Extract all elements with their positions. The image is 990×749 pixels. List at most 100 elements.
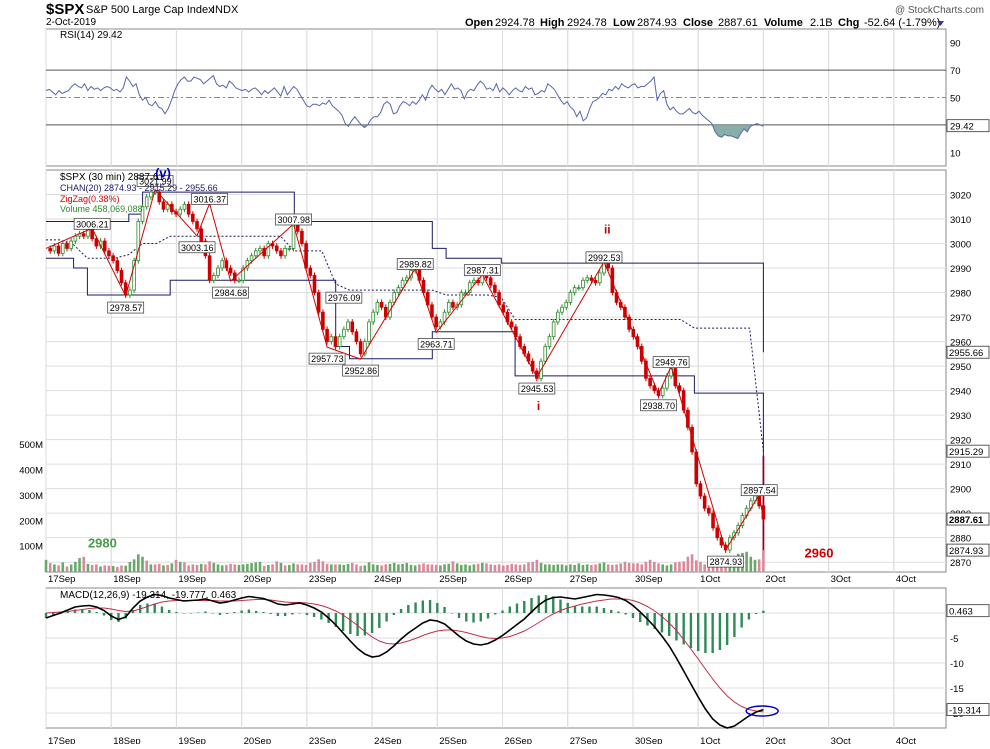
price-candle xyxy=(472,279,476,284)
date-axis-bottom-label: 19Sep xyxy=(178,736,205,744)
wave-annotation: 2960 xyxy=(805,545,834,560)
date-axis-top-label: 20Sep xyxy=(244,574,271,585)
volume-bar xyxy=(602,562,606,572)
price-candle xyxy=(593,279,598,284)
dropdown-arrow-icon[interactable] xyxy=(937,21,944,26)
macd-histogram-bar xyxy=(450,613,453,614)
macd-histogram-bar xyxy=(515,603,519,613)
volume-bar xyxy=(367,562,371,572)
volume-bar xyxy=(543,564,547,572)
volume-bar xyxy=(74,561,77,572)
date-axis-top-label: 19Sep xyxy=(178,574,205,585)
price-candle xyxy=(325,328,329,342)
price-callout-box xyxy=(396,258,434,270)
price-candle xyxy=(677,385,682,392)
volume-bar xyxy=(90,564,94,572)
macd-histogram-bar xyxy=(617,611,620,613)
volume-bar xyxy=(548,564,551,572)
price-callout-box xyxy=(136,175,174,187)
price-candle xyxy=(690,426,694,453)
macd-histogram-bar xyxy=(421,600,425,613)
price-candle xyxy=(568,292,573,303)
price-callout-label: 2976.09 xyxy=(328,293,361,303)
volume-bar xyxy=(552,564,555,572)
price-candle xyxy=(371,311,376,323)
macd-histogram-bar xyxy=(544,595,548,613)
volume-bar xyxy=(195,564,199,572)
macd-histogram-bar xyxy=(581,606,584,613)
macd-histogram-bar xyxy=(704,613,707,653)
channel-legend-values: 2874.93 - 2915.29 - 2955.66 xyxy=(104,183,218,193)
price-candle xyxy=(249,255,254,262)
close-label: Close xyxy=(683,17,713,29)
macd-histogram-bar xyxy=(81,609,84,613)
macd-histogram-bar xyxy=(117,613,120,622)
macd-histogram-bar xyxy=(254,611,258,613)
price-candle xyxy=(375,301,380,313)
volume-bar xyxy=(204,564,207,572)
macd-tick-label: -10 xyxy=(950,659,964,670)
price-callout-box xyxy=(325,291,363,304)
price-candle xyxy=(94,238,99,247)
price-candle xyxy=(547,336,552,347)
volume-bar xyxy=(145,560,148,572)
price-callout-box xyxy=(518,382,556,395)
volume-bar xyxy=(237,564,241,572)
volume-bar xyxy=(619,563,623,572)
open-label: Open xyxy=(465,17,493,29)
macd-histogram-bar xyxy=(443,607,446,613)
volume-bar xyxy=(560,564,564,572)
price-candle xyxy=(220,260,225,269)
volume-bar xyxy=(535,559,539,572)
volume-bar xyxy=(627,562,631,572)
price-candle xyxy=(199,228,204,242)
macd-histogram-bar xyxy=(682,613,685,645)
rsi-tick-label: 90 xyxy=(950,39,961,50)
volume-bar xyxy=(65,566,69,572)
price-candle xyxy=(65,243,69,249)
chg-value: -52.64 (-1.79%) xyxy=(864,17,940,29)
price-candle xyxy=(350,321,355,333)
macd-histogram-bar xyxy=(523,601,526,613)
date-axis-bottom-label: 4Oct xyxy=(896,736,916,744)
volume-bar xyxy=(78,558,81,572)
high-value: 2924.78 xyxy=(567,17,607,29)
volume-bar xyxy=(350,562,354,572)
macd-histogram-bar xyxy=(378,613,381,628)
volume-bar xyxy=(581,564,585,572)
rsi-last-box xyxy=(946,119,990,133)
volume-bar xyxy=(527,562,530,572)
macd-histogram-bar xyxy=(588,606,591,613)
wave-annotation: (v) xyxy=(155,165,171,180)
price-candle xyxy=(560,306,564,313)
macd-histogram-bar xyxy=(486,613,490,619)
rsi-last-label: 29.42 xyxy=(950,122,974,133)
volume-bar xyxy=(174,559,178,572)
volume-bar xyxy=(640,564,644,572)
volume-bar xyxy=(673,562,677,572)
price-callout-box xyxy=(308,352,346,365)
volume-bar xyxy=(464,564,467,572)
price-candle xyxy=(509,321,514,328)
macd-histogram-bar xyxy=(494,613,497,615)
volume-bar xyxy=(170,563,174,572)
macd-histogram-bar xyxy=(428,600,432,613)
volume-bar xyxy=(430,564,434,572)
wave-annotation: ii xyxy=(604,223,611,237)
date-axis-top-label: 26Sep xyxy=(505,574,532,585)
volume-bar xyxy=(636,563,639,572)
price-callout-box xyxy=(73,217,111,230)
wave-annotation: 2980 xyxy=(88,535,117,550)
volume-bar xyxy=(522,564,526,572)
volume-bar xyxy=(749,556,753,572)
price-candle xyxy=(266,243,271,257)
macd-histogram-bar xyxy=(733,613,736,637)
date-axis-bottom-label: 2Oct xyxy=(765,736,785,744)
volume-bar xyxy=(489,564,492,572)
volume-bar xyxy=(657,563,660,572)
volume-legend: Volume 458,069,088 xyxy=(60,204,143,214)
price-callout-box xyxy=(107,301,145,314)
price-candle xyxy=(241,267,245,281)
volume-bar xyxy=(506,564,509,572)
price-callout-box xyxy=(652,356,690,369)
